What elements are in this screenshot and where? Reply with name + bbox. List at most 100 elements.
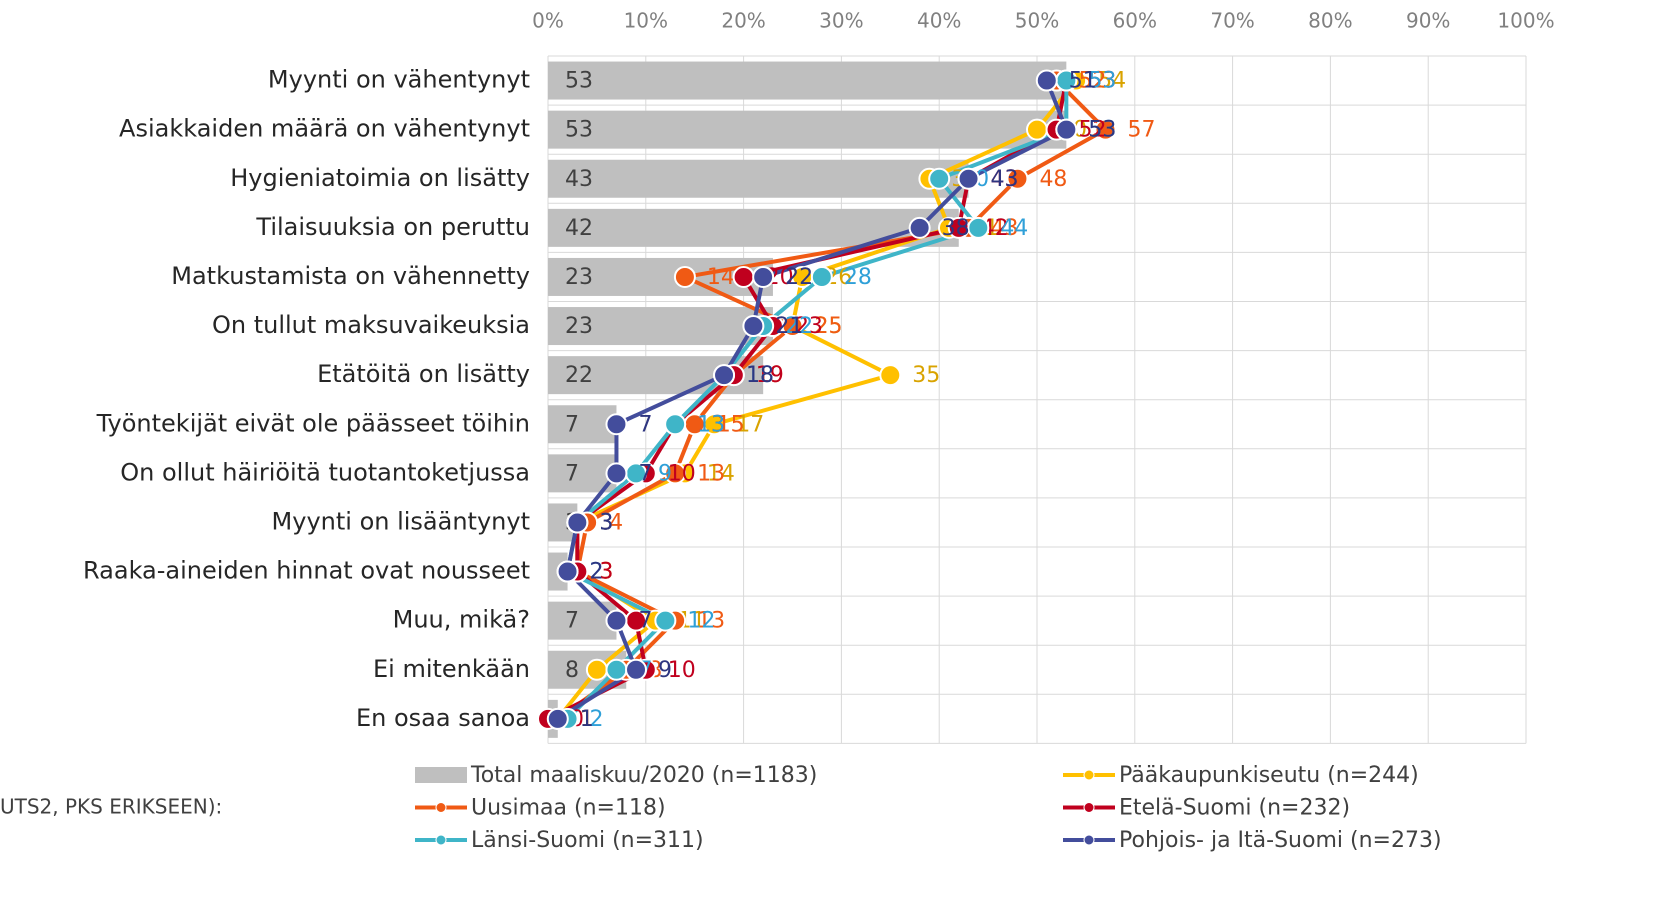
category-label: On tullut maksuvaikeuksia (212, 311, 530, 339)
marker (957, 167, 980, 190)
data-label: 7 (565, 412, 579, 437)
legend-label: Pohjois- ja Itä-Suomi (n=273) (1119, 828, 1442, 853)
marker (713, 364, 736, 387)
x-tick-label: 60% (1113, 9, 1157, 33)
marker (673, 265, 696, 288)
marker (605, 413, 628, 436)
bar (548, 159, 969, 198)
data-label: 51 (1069, 69, 1097, 94)
marker (1026, 118, 1048, 141)
category-label: En osaa sanoa (356, 704, 530, 732)
marker (605, 609, 628, 632)
data-label: 14 (707, 265, 735, 290)
data-label: 3 (599, 560, 613, 585)
bar (548, 307, 773, 346)
annotation: UTS2, PKS ERIKSEEN): (0, 795, 222, 819)
marker (664, 462, 687, 485)
category-label: Asiakkaiden määrä on vähentynyt (119, 115, 530, 143)
data-label: 1 (580, 707, 594, 732)
data-label: 13 (697, 461, 725, 486)
marker (752, 265, 775, 288)
bar (548, 405, 617, 444)
marker (1006, 167, 1029, 190)
data-label: 9 (658, 461, 672, 486)
data-label: 10 (668, 461, 696, 486)
data-label: 3 (599, 510, 613, 535)
data-label: 22 (785, 314, 813, 339)
data-label: 2 (590, 560, 604, 585)
data-label: 53 (1088, 118, 1116, 143)
data-label: 7 (565, 609, 579, 634)
data-label: 53 (1088, 69, 1116, 94)
category-label: Etätöitä on lisätty (317, 360, 530, 388)
x-tick-label: 50% (1015, 9, 1059, 33)
data-label: 57 (1127, 118, 1155, 143)
data-label: 23 (795, 314, 823, 339)
data-label: 3 (599, 560, 613, 585)
bar (548, 61, 1067, 100)
legend-label: Länsi-Suomi (n=311) (471, 828, 704, 853)
marker (742, 315, 765, 338)
category-label: Myynti on lisääntynyt (272, 507, 530, 535)
x-tick-label: 90% (1406, 9, 1450, 33)
legend-marker (1083, 769, 1095, 781)
data-label: 1 (580, 707, 594, 732)
category-label: On ollut häiriöitä tuotantoketjussa (120, 458, 530, 486)
category-label: Tilaisuuksia on peruttu (255, 213, 530, 241)
category-label: Muu, mikä? (393, 606, 530, 634)
data-label: 1 (580, 707, 594, 732)
data-label: 43 (991, 167, 1019, 192)
data-label: 9 (658, 658, 672, 683)
x-tick-label: 10% (624, 9, 668, 33)
marker (1055, 118, 1078, 141)
data-label: 44 (1000, 216, 1028, 241)
marker (664, 413, 687, 436)
data-label: 43 (991, 216, 1019, 241)
data-label: 21 (775, 314, 803, 339)
data-label: 22 (565, 363, 593, 388)
data-label: 53 (1088, 69, 1116, 94)
data-label: 23 (565, 265, 593, 290)
marker (732, 265, 755, 288)
data-label: 7 (638, 461, 652, 486)
x-tick-label: 20% (721, 9, 765, 33)
marker (625, 658, 648, 681)
data-label: 52 (1079, 118, 1107, 143)
data-label: 12 (687, 609, 715, 634)
data-label: 8 (565, 658, 579, 683)
data-label: 3 (599, 510, 613, 535)
data-label: 7 (638, 609, 652, 634)
data-label: 42 (565, 216, 593, 241)
data-label: 2 (590, 560, 604, 585)
data-label: 19 (756, 363, 784, 388)
legend-label: Etelä-Suomi (n=232) (1119, 796, 1350, 821)
marker (1035, 69, 1058, 92)
x-tick-label: 30% (819, 9, 863, 33)
data-label: 13 (697, 412, 725, 437)
marker (546, 707, 569, 730)
data-label: 28 (844, 265, 872, 290)
legend-marker (1083, 802, 1095, 813)
marker (585, 658, 608, 681)
data-label: 53 (1088, 118, 1116, 143)
marker (908, 216, 931, 239)
x-tick-label: 100% (1497, 9, 1554, 33)
x-tick-label: 70% (1210, 9, 1254, 33)
legend-marker (435, 802, 447, 813)
data-label: 53 (565, 69, 593, 94)
data-label: 35 (912, 363, 940, 388)
marker (810, 265, 833, 288)
data-label: 13 (697, 412, 725, 437)
marker (556, 560, 579, 583)
marker (967, 216, 990, 239)
data-label: 22 (785, 265, 813, 290)
data-label: 7 (565, 461, 579, 486)
category-label: Matkustamista on vähennetty (171, 262, 530, 290)
data-label: 38 (942, 216, 970, 241)
category-label: Työntekijät eivät ole päässeet töihin (96, 409, 530, 437)
data-label: 43 (991, 167, 1019, 192)
data-label: 17 (736, 412, 764, 437)
marker (566, 511, 589, 534)
